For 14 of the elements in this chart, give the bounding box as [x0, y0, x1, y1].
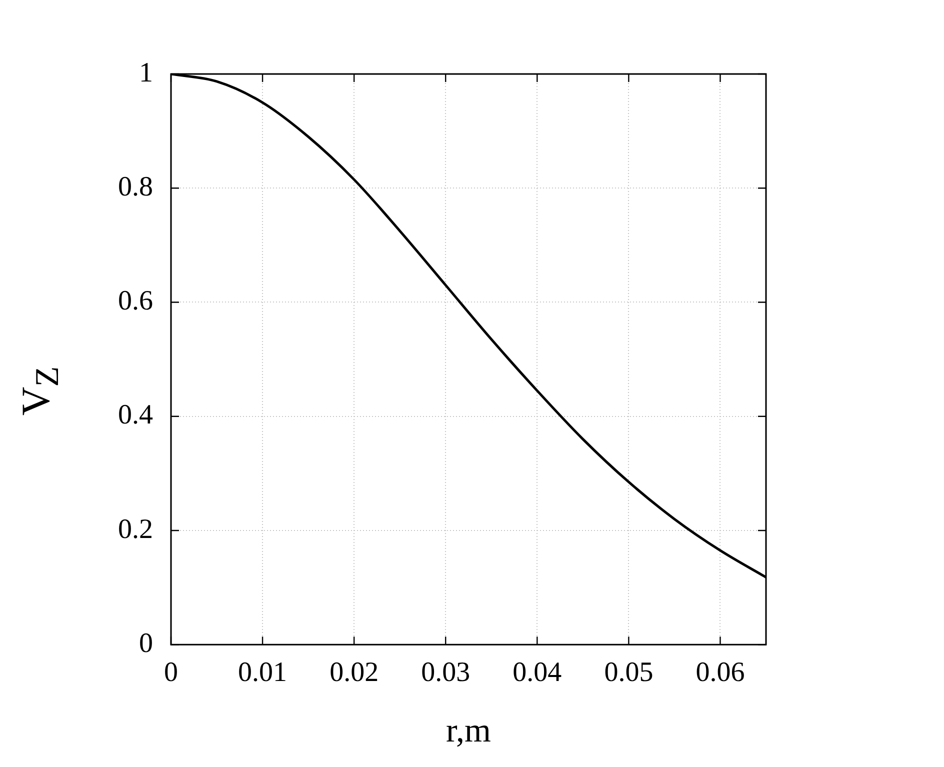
- y-tick-label: 0.6: [118, 286, 153, 317]
- x-axis-title: r,m: [446, 712, 491, 750]
- x-tick-label: 0.05: [604, 656, 654, 688]
- x-tick-label: 0.03: [421, 656, 470, 688]
- y-tick-label: 0.8: [118, 171, 153, 202]
- x-tick-label: 0.04: [512, 656, 562, 688]
- x-tick-label: 0: [164, 656, 178, 688]
- x-tick-label: 0.02: [330, 656, 379, 688]
- y-tick-label: 0: [139, 628, 153, 659]
- y-tick-label: 1: [139, 57, 153, 88]
- y-tick-label: 0.4: [118, 400, 153, 431]
- y-tick-label: 0.2: [118, 514, 153, 545]
- x-tick-label: 0.06: [696, 656, 745, 688]
- x-tick-label: 0.01: [238, 656, 288, 688]
